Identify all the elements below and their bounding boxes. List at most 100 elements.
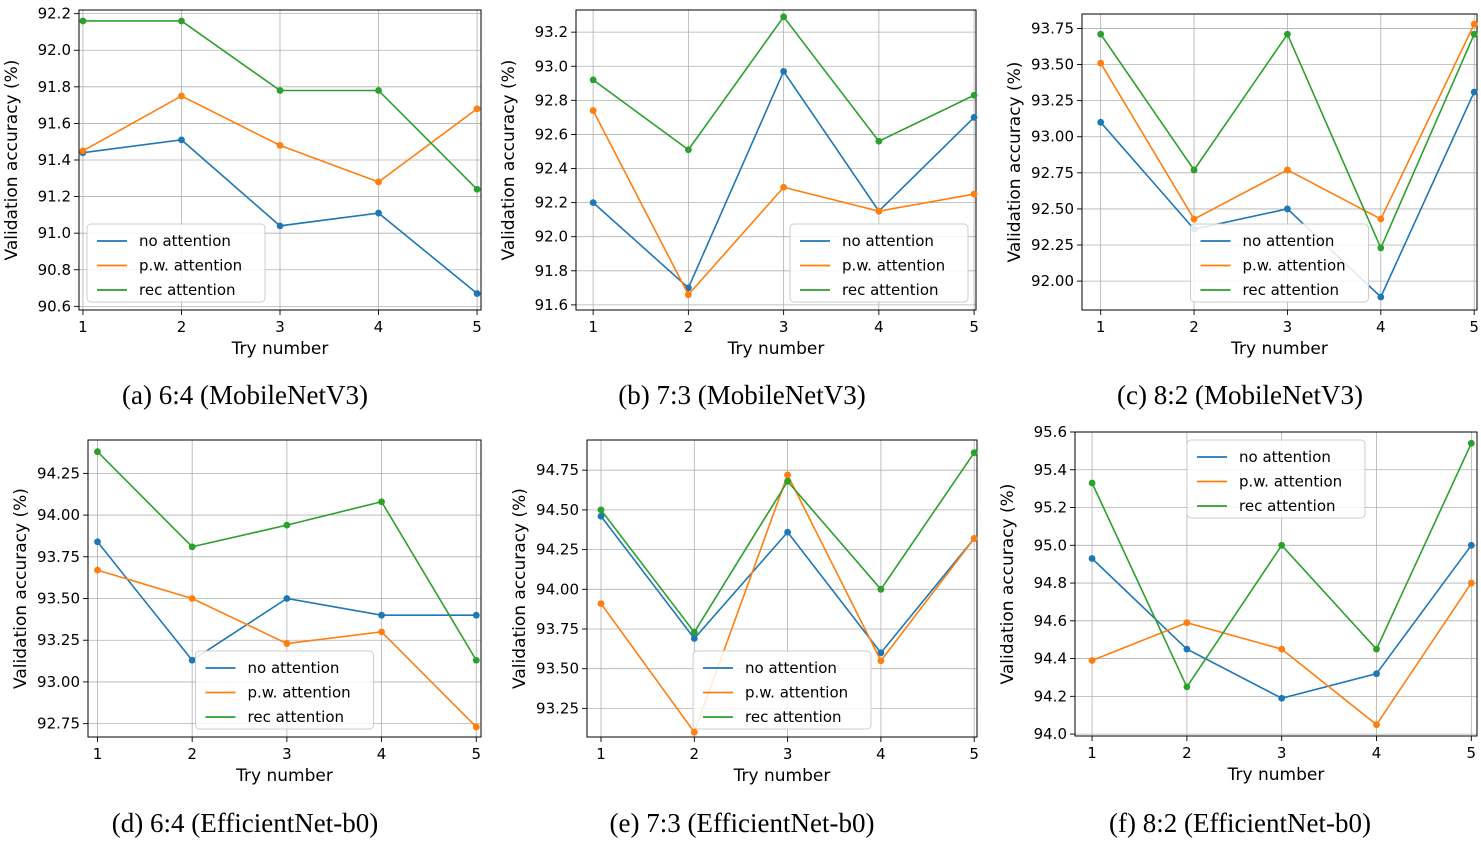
data-point bbox=[94, 538, 101, 546]
legend-label: rec attention bbox=[1239, 497, 1336, 515]
y-tick-label: 94.00 bbox=[37, 506, 80, 524]
data-point bbox=[597, 600, 605, 607]
data-point bbox=[875, 137, 883, 145]
y-tick-label: 92.00 bbox=[1031, 272, 1074, 290]
y-tick-label: 94.2 bbox=[1034, 687, 1067, 705]
legend-label: rec attention bbox=[248, 708, 345, 726]
data-point bbox=[188, 543, 196, 551]
y-tick-label: 93.50 bbox=[1031, 56, 1074, 74]
data-point bbox=[589, 199, 597, 207]
legend-label: no attention bbox=[248, 659, 340, 677]
data-point bbox=[1284, 30, 1291, 38]
data-point bbox=[970, 113, 978, 121]
x-tick-label: 1 bbox=[596, 745, 606, 763]
data-point bbox=[1097, 30, 1105, 38]
y-tick-label: 95.4 bbox=[1034, 461, 1067, 479]
y-tick-label: 93.75 bbox=[536, 620, 579, 638]
chart-panel-6: 1 2 3 4 5 94.0 94.2 94.4 94.6 94.8 95.0 95.2 95.4 95.… bbox=[998, 423, 1478, 838]
panel-caption: (b) 7:3 (MobileNetV3) bbox=[618, 380, 865, 410]
legend-box bbox=[789, 223, 969, 303]
y-axis-label: Validation accuracy (%) bbox=[1005, 62, 1025, 263]
panel-caption: (f) 8:2 (EfficientNet-b0) bbox=[1109, 808, 1371, 838]
data-point bbox=[690, 635, 698, 642]
data-point bbox=[1470, 88, 1478, 96]
x-tick-label: 4 bbox=[876, 745, 886, 763]
legend-label: p.w. attention bbox=[1239, 473, 1342, 491]
x-tick-label: 1 bbox=[1087, 744, 1097, 762]
data-point bbox=[684, 284, 692, 292]
y-tick-label: 94.8 bbox=[1034, 574, 1067, 592]
panel-caption: (d) 6:4 (EfficientNet-b0) bbox=[112, 808, 378, 838]
y-tick-label: 92.50 bbox=[1031, 200, 1074, 218]
data-point bbox=[473, 290, 481, 297]
y-tick-label: 93.00 bbox=[37, 673, 80, 691]
data-point bbox=[780, 183, 788, 191]
legend-label: p.w. attention bbox=[248, 684, 351, 702]
chart-panel-5: 1 2 3 4 5 93.25 93.50 93.75 94.00 94.25 94.50 94.75… bbox=[510, 439, 979, 838]
legend-box bbox=[86, 223, 266, 303]
legend-label: p.w. attention bbox=[842, 257, 945, 275]
data-point bbox=[1088, 657, 1096, 664]
data-point bbox=[94, 448, 101, 456]
y-tick-label: 94.25 bbox=[536, 541, 579, 559]
y-tick-label: 92.25 bbox=[1031, 236, 1074, 254]
panel-caption: (c) 8:2 (MobileNetV3) bbox=[1117, 380, 1363, 410]
y-tick-label: 92.0 bbox=[535, 228, 568, 246]
y-axis-label: Validation accuracy (%) bbox=[510, 488, 530, 689]
x-tick-label: 2 bbox=[177, 318, 187, 336]
y-tick-label: 93.75 bbox=[1031, 19, 1074, 37]
data-point bbox=[597, 512, 605, 520]
data-point bbox=[378, 498, 385, 506]
data-point bbox=[188, 595, 196, 602]
plot-frame bbox=[1081, 13, 1478, 311]
y-tick-label: 93.25 bbox=[37, 631, 80, 649]
data-point bbox=[877, 649, 885, 657]
y-tick-label: 94.0 bbox=[1034, 725, 1067, 743]
legend: no attention p.w. attention rec attention bbox=[86, 223, 266, 303]
data-point bbox=[276, 222, 284, 230]
y-tick-label: 93.75 bbox=[37, 548, 80, 566]
data-point bbox=[875, 207, 883, 215]
y-tick-label: 92.75 bbox=[1031, 164, 1074, 182]
data-point bbox=[684, 146, 692, 154]
panel-caption: (a) 6:4 (MobileNetV3) bbox=[122, 380, 368, 410]
plot-frame bbox=[78, 9, 482, 311]
data-point bbox=[690, 628, 698, 636]
data-point bbox=[188, 656, 196, 664]
y-axis-label: Validation accuracy (%) bbox=[2, 60, 22, 261]
legend-label: no attention bbox=[139, 232, 231, 250]
x-tick-label: 4 bbox=[374, 318, 384, 336]
data-point bbox=[1284, 166, 1291, 174]
x-tick-label: 5 bbox=[969, 745, 979, 763]
legend-box bbox=[1190, 223, 1369, 303]
y-tick-label: 93.25 bbox=[1031, 92, 1074, 110]
legend: no attention p.w. attention rec attention bbox=[789, 223, 969, 303]
chart-panel-3: 1 2 3 4 5 92.00 92.25 92.50 92.75 93.00 93.25 93.50… bbox=[1005, 13, 1479, 410]
data-point bbox=[472, 656, 480, 664]
y-axis-label: Validation accuracy (%) bbox=[499, 60, 519, 261]
x-axis-label: Try number bbox=[231, 339, 329, 359]
data-point bbox=[283, 521, 291, 529]
data-point bbox=[283, 640, 291, 647]
data-point bbox=[1097, 118, 1105, 126]
x-tick-label: 2 bbox=[690, 745, 700, 763]
y-tick-label: 93.25 bbox=[536, 699, 579, 717]
y-tick-label: 91.4 bbox=[38, 151, 71, 169]
data-point bbox=[178, 92, 185, 100]
y-tick-label: 93.50 bbox=[536, 660, 579, 678]
x-tick-label: 3 bbox=[783, 745, 793, 763]
y-tick-label: 90.6 bbox=[38, 297, 71, 315]
data-point bbox=[684, 291, 692, 299]
x-tick-label: 4 bbox=[1372, 744, 1382, 762]
data-point bbox=[597, 506, 605, 514]
chart-panel-2: 1 2 3 4 5 91.6 91.8 92.0 92.2 92.4 92.6 92.8 93.0 93.… bbox=[499, 9, 979, 410]
y-tick-label: 91.2 bbox=[38, 188, 71, 206]
x-tick-label: 3 bbox=[779, 318, 789, 336]
legend-label: p.w. attention bbox=[1243, 257, 1346, 275]
data-point bbox=[79, 147, 87, 155]
data-point bbox=[1467, 579, 1475, 587]
x-tick-label: 2 bbox=[1189, 318, 1199, 336]
data-point bbox=[276, 87, 284, 94]
y-tick-label: 91.8 bbox=[38, 78, 71, 96]
